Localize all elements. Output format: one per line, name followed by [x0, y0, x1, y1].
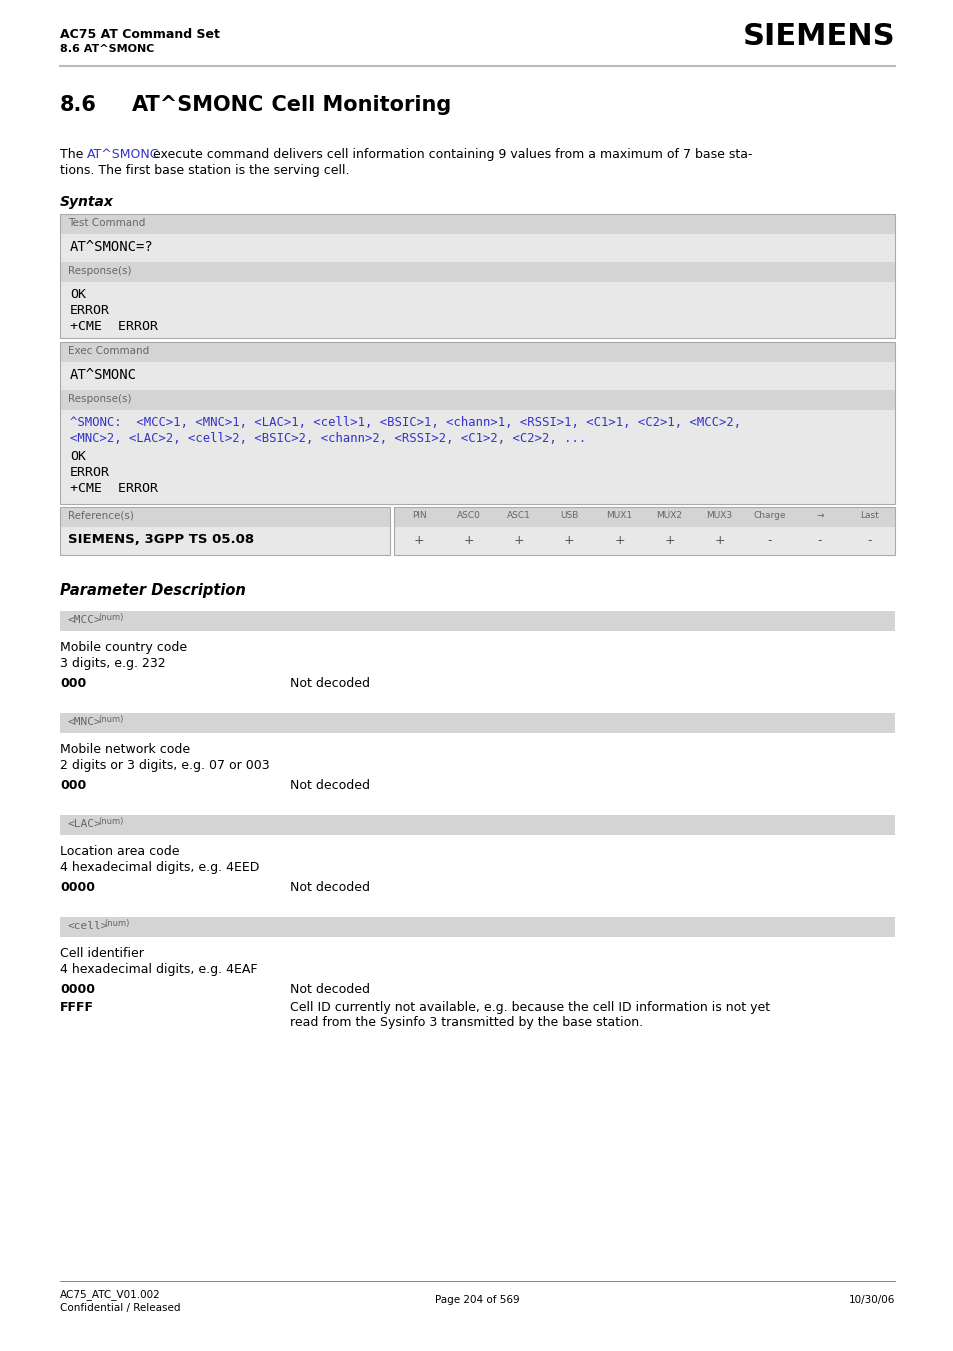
Text: +CME  ERROR: +CME ERROR — [70, 482, 158, 494]
Bar — [60, 527, 390, 555]
Text: <cell>: <cell> — [68, 921, 109, 931]
Text: Not decoded: Not decoded — [290, 677, 370, 690]
Text: Reference(s): Reference(s) — [68, 511, 133, 521]
Text: Not decoded: Not decoded — [290, 984, 370, 996]
Text: PIN: PIN — [412, 511, 426, 520]
Text: ASC1: ASC1 — [507, 511, 531, 520]
Text: 000: 000 — [60, 780, 86, 792]
Text: ^SMONC:  <MCC>1, <MNC>1, <LAC>1, <cell>1, <BSIC>1, <chann>1, <RSSI>1, <C1>1, <C2: ^SMONC: <MCC>1, <MNC>1, <LAC>1, <cell>1,… — [70, 416, 740, 430]
Text: execute command delivers cell information containing 9 values from a maximum of : execute command delivers cell informatio… — [149, 149, 752, 161]
Text: +: + — [663, 534, 674, 547]
Text: (num): (num) — [98, 817, 123, 825]
Text: ERROR: ERROR — [70, 304, 110, 317]
Bar — [60, 611, 894, 631]
Bar — [60, 917, 894, 938]
Text: →: → — [815, 511, 822, 520]
Text: Mobile country code: Mobile country code — [60, 640, 187, 654]
Bar — [60, 815, 894, 835]
Text: Not decoded: Not decoded — [290, 881, 370, 894]
Text: Exec Command: Exec Command — [68, 346, 149, 357]
Text: 10/30/06: 10/30/06 — [848, 1296, 894, 1305]
Text: tions. The first base station is the serving cell.: tions. The first base station is the ser… — [60, 163, 349, 177]
Text: Location area code: Location area code — [60, 844, 179, 858]
Text: Syntax: Syntax — [60, 195, 113, 209]
Text: Cell identifier: Cell identifier — [60, 947, 144, 961]
Bar — [60, 342, 894, 504]
Text: (num): (num) — [104, 919, 130, 928]
Bar — [60, 342, 894, 362]
Text: Not decoded: Not decoded — [290, 780, 370, 792]
Text: <LAC>: <LAC> — [68, 819, 102, 830]
Text: +CME  ERROR: +CME ERROR — [70, 320, 158, 332]
Text: ERROR: ERROR — [70, 466, 110, 480]
Text: 3 digits, e.g. 232: 3 digits, e.g. 232 — [60, 657, 166, 670]
Text: +: + — [614, 534, 624, 547]
Text: OK: OK — [70, 450, 86, 463]
Bar — [60, 390, 894, 409]
Text: Charge: Charge — [753, 511, 785, 520]
Text: SIEMENS, 3GPP TS 05.08: SIEMENS, 3GPP TS 05.08 — [68, 534, 253, 546]
Text: +: + — [414, 534, 424, 547]
Bar — [60, 282, 894, 338]
Text: Parameter Description: Parameter Description — [60, 584, 246, 598]
Text: USB: USB — [559, 511, 578, 520]
Text: 4 hexadecimal digits, e.g. 4EED: 4 hexadecimal digits, e.g. 4EED — [60, 861, 259, 874]
Text: -: - — [767, 534, 771, 547]
Text: Mobile network code: Mobile network code — [60, 743, 190, 757]
Text: -: - — [867, 534, 871, 547]
Bar — [60, 507, 390, 527]
Text: SIEMENS: SIEMENS — [741, 22, 894, 51]
Text: AT^SMONC: AT^SMONC — [132, 95, 264, 115]
Text: (num): (num) — [98, 715, 123, 724]
Bar — [394, 527, 894, 555]
Text: 000: 000 — [60, 677, 86, 690]
Text: AC75 AT Command Set: AC75 AT Command Set — [60, 28, 219, 41]
Bar — [60, 213, 894, 234]
Text: MUX2: MUX2 — [656, 511, 681, 520]
Text: read from the Sysinfo 3 transmitted by the base station.: read from the Sysinfo 3 transmitted by t… — [290, 1016, 642, 1029]
Text: Test Command: Test Command — [68, 218, 145, 228]
Bar — [394, 507, 894, 527]
Text: +: + — [563, 534, 574, 547]
Text: AT^SMONC=?: AT^SMONC=? — [70, 240, 153, 254]
Text: FFFF: FFFF — [60, 1001, 94, 1015]
Text: Confidential / Released: Confidential / Released — [60, 1302, 180, 1313]
Text: 2 digits or 3 digits, e.g. 07 or 003: 2 digits or 3 digits, e.g. 07 or 003 — [60, 759, 270, 771]
Text: +: + — [714, 534, 724, 547]
Text: Page 204 of 569: Page 204 of 569 — [435, 1296, 518, 1305]
Text: Cell ID currently not available, e.g. because the cell ID information is not yet: Cell ID currently not available, e.g. be… — [290, 1001, 769, 1015]
Text: 0000: 0000 — [60, 984, 95, 996]
Text: -: - — [817, 534, 821, 547]
Text: 4 hexadecimal digits, e.g. 4EAF: 4 hexadecimal digits, e.g. 4EAF — [60, 963, 257, 975]
Text: AC75_ATC_V01.002: AC75_ATC_V01.002 — [60, 1289, 161, 1300]
Text: (num): (num) — [98, 613, 123, 621]
Text: AT^SMONC: AT^SMONC — [70, 367, 137, 382]
Text: Cell Monitoring: Cell Monitoring — [256, 95, 451, 115]
Text: +: + — [463, 534, 474, 547]
Bar — [60, 262, 894, 282]
Text: Response(s): Response(s) — [68, 394, 132, 404]
Bar — [60, 507, 390, 555]
Bar — [60, 234, 894, 262]
Bar — [60, 213, 894, 338]
Bar — [60, 713, 894, 734]
Text: +: + — [514, 534, 524, 547]
Text: 0000: 0000 — [60, 881, 95, 894]
Text: ASC0: ASC0 — [456, 511, 480, 520]
Text: OK: OK — [70, 288, 86, 301]
Text: MUX3: MUX3 — [706, 511, 732, 520]
Text: The: The — [60, 149, 88, 161]
Text: 8.6 AT^SMONC: 8.6 AT^SMONC — [60, 45, 154, 54]
Bar — [60, 409, 894, 504]
Text: <MNC>2, <LAC>2, <cell>2, <BSIC>2, <chann>2, <RSSI>2, <C1>2, <C2>2, ...: <MNC>2, <LAC>2, <cell>2, <BSIC>2, <chann… — [70, 432, 586, 444]
Text: Last: Last — [860, 511, 879, 520]
Bar — [394, 507, 894, 555]
Text: AT^SMONC: AT^SMONC — [87, 149, 159, 161]
Text: 8.6: 8.6 — [60, 95, 97, 115]
Text: <MCC>: <MCC> — [68, 615, 102, 626]
Text: <MNC>: <MNC> — [68, 717, 102, 727]
Text: MUX1: MUX1 — [606, 511, 632, 520]
Text: Response(s): Response(s) — [68, 266, 132, 276]
Bar — [60, 362, 894, 390]
